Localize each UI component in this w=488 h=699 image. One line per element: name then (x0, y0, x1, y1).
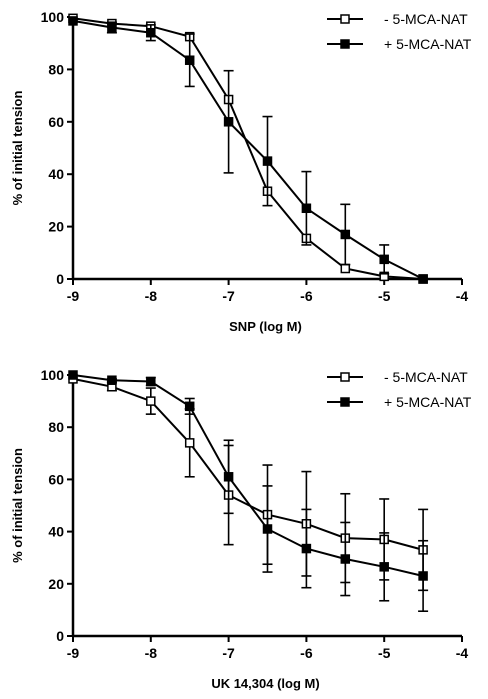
x-tick-label: -7 (222, 645, 235, 661)
data-point (107, 22, 117, 33)
x-tick-label: -4 (456, 288, 469, 304)
x-tick-label: -6 (300, 645, 313, 661)
y-tick-label: 100 (41, 367, 65, 383)
y-tick-label: 20 (48, 219, 64, 235)
series-1 (68, 13, 428, 284)
y-tick-label: 0 (56, 271, 64, 287)
x-axis-label: SNP (log M) (229, 319, 302, 334)
legend-label: + 5-MCA-NAT (384, 394, 472, 410)
data-point (223, 117, 234, 127)
legend-item-series-2: + 5-MCA-NAT (327, 394, 472, 410)
data-point (184, 55, 195, 65)
y-tick-label: 40 (48, 524, 64, 540)
y-tick-label: 100 (41, 9, 65, 25)
legend-label: - 5-MCA-NAT (384, 369, 468, 385)
y-axis-label: % of initial tension (10, 91, 25, 206)
series-2 (68, 370, 429, 613)
data-point (146, 376, 156, 387)
x-tick-label: -9 (67, 645, 80, 661)
x-tick-label: -7 (222, 288, 235, 304)
series-line (72, 374, 424, 577)
series-line (72, 19, 424, 280)
y-tick-label: 60 (48, 114, 64, 130)
data-point (223, 472, 234, 482)
data-point (68, 16, 78, 26)
legend-marker (340, 14, 350, 24)
data-point (418, 571, 428, 581)
y-tick-label: 60 (48, 471, 64, 487)
data-point (379, 254, 389, 265)
y-tick-label: 20 (48, 576, 64, 592)
y-tick-label: 80 (48, 419, 64, 435)
data-point (146, 396, 156, 406)
legend-label: - 5-MCA-NAT (384, 11, 468, 27)
data-point (262, 524, 273, 534)
data-point (262, 156, 273, 166)
data-point (146, 27, 156, 38)
data-point (301, 203, 312, 214)
x-tick-label: -8 (145, 288, 158, 304)
uk14304-chart: % of initial tension UK 14,304 (log M) -… (10, 367, 472, 691)
series-2 (68, 16, 428, 284)
data-point (184, 401, 195, 412)
data-point (340, 229, 351, 240)
data-point (68, 370, 78, 380)
y-tick-label: 80 (48, 61, 64, 77)
snp-chart: % of initial tension SNP (log M) - 5-MCA… (10, 9, 472, 334)
x-tick-label: -9 (67, 288, 80, 304)
series-line (72, 17, 424, 280)
data-point (418, 274, 428, 284)
data-point (340, 263, 351, 274)
legend-item-series-2: + 5-MCA-NAT (327, 36, 472, 52)
data-point (107, 375, 117, 385)
series-1 (68, 374, 429, 592)
data-point (379, 562, 389, 572)
x-tick-label: -6 (300, 288, 313, 304)
legend-item-series-1: - 5-MCA-NAT (327, 369, 468, 385)
x-tick-label: -4 (456, 645, 469, 661)
y-axis-label: % of initial tension (10, 448, 25, 563)
data-point (301, 543, 312, 554)
legend-item-series-1: - 5-MCA-NAT (327, 11, 468, 27)
legend-marker (340, 372, 350, 382)
legend-marker (340, 397, 350, 407)
x-tick-label: -5 (378, 645, 391, 661)
series-line (72, 377, 424, 551)
data-point (184, 438, 195, 448)
y-tick-label: 0 (56, 628, 64, 644)
y-tick-label: 40 (48, 166, 64, 182)
legend-marker (340, 39, 350, 49)
x-tick-label: -8 (145, 645, 158, 661)
x-tick-label: -5 (378, 288, 391, 304)
data-point (340, 554, 351, 564)
x-axis-label: UK 14,304 (log M) (211, 676, 319, 691)
legend-label: + 5-MCA-NAT (384, 36, 472, 52)
